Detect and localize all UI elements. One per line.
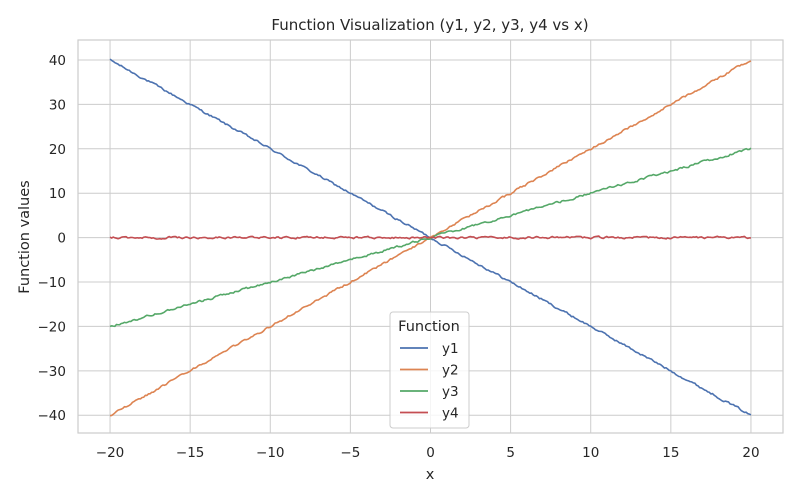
y-tick-label: −20 [38, 319, 67, 335]
x-tick-label: −20 [96, 445, 125, 461]
x-tick-label: 0 [426, 445, 435, 461]
x-tick-label: 10 [582, 445, 599, 461]
legend-box [389, 311, 470, 429]
x-axis-label: x [426, 467, 435, 483]
y-tick-label: 0 [57, 231, 66, 247]
y-axis-label: Function values [17, 180, 33, 293]
series-layer [109, 58, 752, 417]
legend-label-y1: y1 [442, 341, 459, 357]
y-tick-label: −30 [38, 364, 67, 380]
axes-border [77, 39, 784, 434]
x-tick-label: 15 [662, 445, 679, 461]
y-tick-label: 30 [49, 97, 66, 113]
chart-title: Function Visualization (y1, y2, y3, y4 v… [271, 16, 588, 34]
x-tick-label: −5 [340, 445, 360, 461]
y-tick-label: 10 [49, 186, 66, 202]
series-line-y3 [109, 147, 752, 328]
y-tick-label: −10 [38, 275, 67, 291]
x-tick-label: 5 [506, 445, 515, 461]
x-tick-label: −15 [176, 445, 205, 461]
legend-items: y1 y2 y3 y4 [400, 341, 459, 422]
axes-frame [77, 39, 784, 434]
x-tick-label: 20 [742, 445, 759, 461]
legend-title: Function [398, 319, 460, 335]
y-tick-label: −40 [38, 408, 67, 424]
legend-label-y3: y3 [442, 384, 459, 400]
legend-label-y4: y4 [442, 406, 459, 422]
x-tick-label: −10 [256, 445, 285, 461]
legend-label-y2: y2 [442, 363, 459, 379]
series-line-y4 [109, 235, 752, 240]
y-tick-label: 20 [49, 142, 66, 158]
legend: Function y1 y2 y3 y4 [389, 311, 470, 429]
y-tick-label: 40 [49, 53, 66, 69]
tick-labels: −20 −15 −10 −5 0 5 10 15 20 −40 −30 −20 −10 0 10 20 30 40 [38, 53, 760, 461]
